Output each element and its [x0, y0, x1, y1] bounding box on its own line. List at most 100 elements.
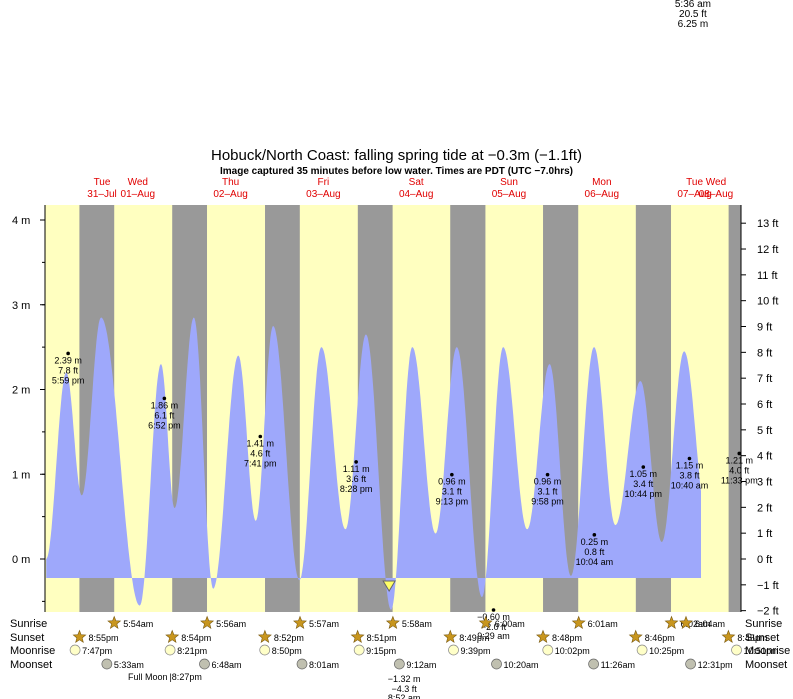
- day-label: Sat 04–Aug: [376, 177, 456, 201]
- moonrise-label-right: Moonrise: [745, 645, 791, 657]
- day-label: Wed 08–Aug: [676, 177, 756, 201]
- y-tick-label-ft: 1 ft: [757, 528, 772, 540]
- tide-label-m: 1.21 m: [726, 455, 754, 465]
- moonrise-icon: [69, 644, 81, 656]
- y-tick-label-ft: 9 ft: [757, 322, 772, 334]
- sunset-icon: [165, 629, 180, 643]
- moonrise-time: 10:02pm: [555, 646, 590, 656]
- tide-label-time: 6:52 pm: [148, 420, 181, 430]
- moonrise-time: 7:47pm: [82, 646, 112, 656]
- tide-label-ft: 0.8 ft: [584, 547, 605, 557]
- moonset-time: 9:12am: [406, 660, 436, 670]
- moonset-icon: [588, 658, 599, 670]
- sunset-time: 8:51pm: [367, 633, 397, 643]
- sunrise-icon: [571, 615, 586, 629]
- day-date: 07–Aug: [677, 189, 712, 200]
- tide-label-m: 0.96 m: [534, 477, 562, 487]
- moonrise-label-left: Moonrise: [10, 645, 56, 657]
- y-tick-label-ft: 11 ft: [757, 270, 778, 282]
- moonset-label-left: Moonset: [10, 659, 53, 671]
- low-tide-label-time: 8:52 am: [388, 693, 421, 699]
- day-of-week: Tue: [686, 177, 704, 188]
- tide-label-time: 10:04 am: [576, 557, 614, 567]
- sunrise-time: 6:00am: [495, 619, 525, 629]
- sunrise-icon: [478, 615, 493, 629]
- sunrise-icon: [107, 615, 122, 629]
- tide-point: [641, 465, 646, 469]
- day-label: Mon 06–Aug: [562, 177, 642, 201]
- y-tick-label-ft: 0 ft: [757, 554, 772, 566]
- moonrise-time: 8:21pm: [177, 646, 207, 656]
- tide-label-m: 0.25 m: [581, 537, 609, 547]
- sunset-time: 8:55pm: [88, 633, 118, 643]
- day-of-week: Sun: [500, 177, 518, 188]
- sunrise-time: 5:58am: [402, 619, 432, 629]
- low-tide-label-ft: −4.3 ft: [391, 684, 417, 694]
- y-tick-label-ft: 12 ft: [757, 244, 778, 256]
- day-of-week: Thu: [221, 177, 240, 188]
- tide-label-time: 10:40 am: [671, 481, 709, 491]
- tide-label-m: 0.96 m: [438, 477, 466, 487]
- tide-label-ft: 4.6 ft: [250, 449, 271, 459]
- day-date: 03–Aug: [306, 189, 341, 200]
- sunset-icon: [443, 629, 458, 643]
- sunrise-icon: [293, 615, 307, 629]
- sunrise-icon: [664, 615, 679, 629]
- moonrise-icon: [353, 644, 365, 656]
- sunset-time: 8:48pm: [552, 633, 582, 643]
- tide-label-m: 1.11 m: [343, 464, 370, 474]
- sunset-icon: [350, 629, 365, 643]
- tide-point: [354, 460, 358, 464]
- day-label: Wed 01–Aug: [98, 177, 178, 201]
- tide-label-time: 7:41 pm: [244, 459, 277, 469]
- sunset-time: 8:46pm: [645, 633, 675, 643]
- sunrise-time: 5:54am: [123, 619, 153, 629]
- tide-label-ft: 3.1 ft: [442, 487, 463, 497]
- sunset-icon: [72, 629, 87, 643]
- y-tick-label-ft: 8 ft: [757, 347, 772, 359]
- tide-label-time: 10:44 pm: [625, 489, 663, 499]
- current-tide-marker: [382, 580, 397, 592]
- day-date: 04–Aug: [398, 189, 434, 200]
- day-date: 02–Aug: [213, 189, 248, 200]
- tide-point: [258, 434, 263, 439]
- tide-label-ft: 3.4 ft: [633, 479, 654, 489]
- tide-label-time: 8:28 pm: [340, 484, 373, 494]
- moonset-icon: [491, 658, 502, 670]
- moonset-icon: [685, 658, 696, 670]
- y-tick-label-ft: 2 ft: [757, 502, 772, 514]
- moonset-time: 10:20am: [504, 660, 539, 670]
- moonrise-icon: [731, 644, 742, 656]
- day-label: Thu 02–Aug: [191, 177, 271, 201]
- tide-label-ft: 3.1 ft: [538, 487, 559, 497]
- sunset-label-right: Sunset: [745, 632, 780, 644]
- tide-label-m: 1.86 m: [151, 400, 179, 410]
- tide-label-time: 9:58 pm: [531, 497, 564, 507]
- tide-label-m: 1.41 m: [247, 439, 275, 449]
- moonset-label-right: Moonset: [745, 659, 788, 671]
- tide-label-m: 1.15 m: [676, 461, 704, 471]
- tide-label-m: 1.05 m: [630, 469, 658, 479]
- moonrise-icon: [259, 644, 271, 656]
- moonset-time: 12:31pm: [698, 660, 733, 670]
- day-label: Tue 07–Aug: [655, 177, 735, 201]
- moonset-time: 8:01am: [309, 660, 339, 670]
- tide-label-time: 5:59 pm: [52, 375, 85, 385]
- max-tide-ft: 20.5 ft: [679, 9, 707, 20]
- sunrise-label-left: Sunrise: [10, 618, 48, 630]
- sunset-time: 8:45pm: [737, 633, 767, 643]
- y-tick-label-ft: 5 ft: [757, 425, 772, 437]
- y-tick-label-ft: −2 ft: [757, 606, 779, 618]
- low-tide-label-m: −1.32 m: [388, 674, 421, 684]
- tide-point: [545, 472, 550, 477]
- sunrise-icon: [385, 615, 400, 629]
- sunset-time: 8:52pm: [274, 633, 304, 643]
- day-of-week: Mon: [592, 177, 612, 188]
- moonset-time: 6:48am: [211, 660, 241, 670]
- sunset-time: 8:49pm: [459, 633, 489, 643]
- sunrise-time: 5:56am: [216, 619, 246, 629]
- y-tick-label-ft: 10 ft: [757, 296, 778, 308]
- moonrise-icon: [164, 644, 176, 656]
- max-tide-time: 5:36 am: [674, 0, 711, 10]
